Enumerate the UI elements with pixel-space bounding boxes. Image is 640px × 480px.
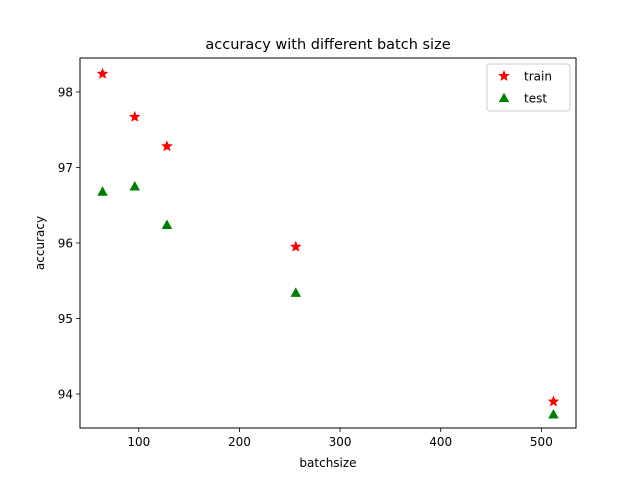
chart-title: accuracy with different batch size <box>205 37 450 53</box>
y-axis: 94 95 96 97 98 <box>58 85 80 402</box>
series-test <box>97 180 559 419</box>
legend: train test <box>486 63 571 112</box>
test-point <box>290 287 302 297</box>
legend-train-label: train <box>524 70 552 84</box>
train-point <box>128 110 141 122</box>
test-point <box>548 408 559 419</box>
y-tick-label: 97 <box>58 161 73 175</box>
legend-train-marker <box>498 69 510 81</box>
train-point <box>290 240 302 252</box>
x-axis: 100 200 300 400 500 <box>127 428 553 449</box>
y-tick-label: 95 <box>58 312 73 326</box>
x-axis-label: batchsize <box>299 456 356 470</box>
legend-test-label: test <box>524 92 547 106</box>
y-axis-label: accuracy <box>33 216 47 270</box>
y-tick-label: 96 <box>58 237 73 251</box>
test-point <box>161 219 173 229</box>
x-tick-label: 300 <box>329 435 352 449</box>
test-point <box>97 186 108 196</box>
train-point <box>547 395 560 407</box>
x-tick-label: 400 <box>429 435 452 449</box>
train-point <box>161 140 173 152</box>
plot-area <box>96 67 560 419</box>
y-tick-label: 98 <box>58 85 73 99</box>
x-tick-label: 100 <box>127 435 150 449</box>
x-tick-label: 200 <box>228 435 251 449</box>
test-point <box>129 180 141 191</box>
train-point <box>96 67 109 79</box>
series-train <box>96 67 560 407</box>
y-tick-label: 94 <box>58 388 73 402</box>
legend-test-marker <box>498 92 510 103</box>
x-tick-label: 500 <box>530 435 553 449</box>
